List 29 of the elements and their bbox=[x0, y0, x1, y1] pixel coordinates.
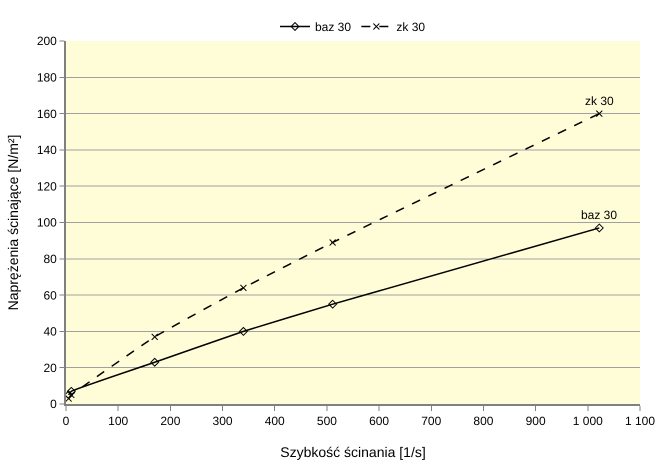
y-axis-title: Naprężenia ścinające [N/m²] bbox=[4, 134, 21, 310]
x-tick-label: 500 bbox=[316, 414, 338, 428]
y-tick-label: 100 bbox=[36, 216, 58, 230]
x-tick-label: 100 bbox=[108, 414, 129, 428]
y-tick-label: 60 bbox=[43, 288, 58, 302]
y-tick-label: 80 bbox=[43, 252, 58, 266]
text: zk 30 bbox=[585, 94, 614, 108]
y-tick-label: 0 bbox=[50, 397, 58, 412]
text: baz 30 bbox=[581, 208, 618, 222]
y-tick-label: 140 bbox=[36, 143, 58, 158]
x-tick-label: 1 000 bbox=[572, 414, 604, 428]
x-tick-label: 300 bbox=[212, 414, 233, 428]
x-tick-label: 700 bbox=[421, 414, 442, 428]
x-tick-label: 600 bbox=[369, 414, 390, 428]
x-tick-label: 0 bbox=[62, 414, 70, 428]
x-tick-label: 200 bbox=[160, 414, 181, 428]
x-tick-label: 400 bbox=[264, 414, 286, 428]
legend-label: baz 30 bbox=[315, 20, 352, 34]
y-tick-label: 180 bbox=[36, 70, 58, 84]
legend-label: zk 30 bbox=[396, 20, 426, 34]
x-tick-label: 1 100 bbox=[624, 414, 656, 428]
y-tick-label: 20 bbox=[43, 360, 58, 375]
x-tick-label: 900 bbox=[526, 414, 546, 428]
x-tick-label: 800 bbox=[473, 414, 494, 428]
x-axis-title: Szybkość ścinania [1/s] bbox=[280, 444, 426, 460]
y-tick-label: 120 bbox=[36, 179, 58, 194]
y-tick-label: 40 bbox=[43, 324, 58, 339]
y-tick-label: 200 bbox=[36, 34, 58, 48]
y-tick-label: 160 bbox=[36, 106, 58, 121]
